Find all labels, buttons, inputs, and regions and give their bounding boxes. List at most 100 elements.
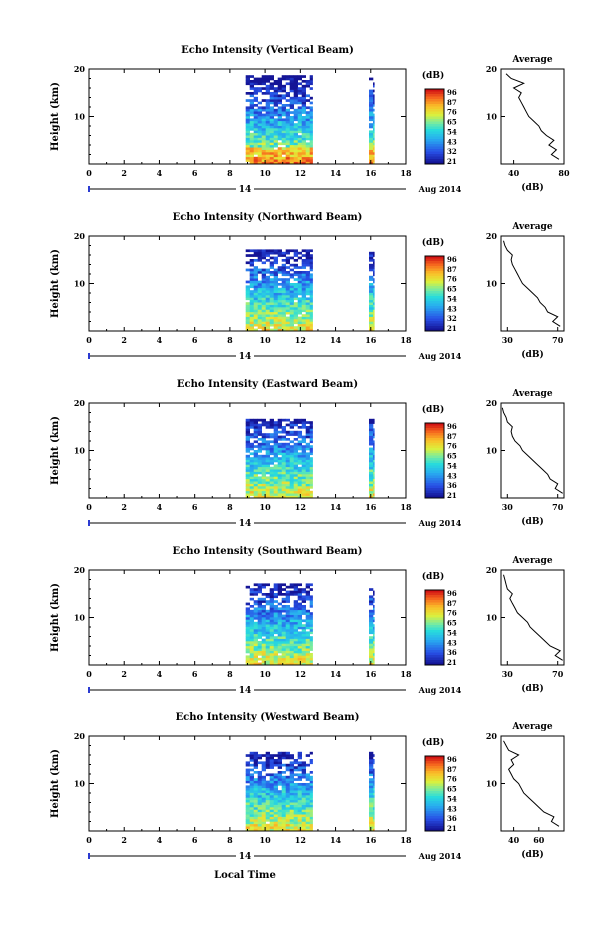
heatmap-cell: [277, 84, 282, 88]
heatmap-cell: [277, 819, 282, 822]
heatmap-cell: [277, 660, 282, 663]
heatmap-cell: [301, 132, 306, 136]
heatmap-cell: [253, 82, 258, 86]
heatmap-cell: [245, 304, 250, 308]
heatmap-cell: [369, 297, 374, 301]
heatmap-cell: [253, 754, 258, 757]
heatmap-cell: [293, 821, 298, 825]
heatmap-cell: [309, 106, 313, 110]
heatmap-cell: [261, 438, 266, 441]
heatmap-cell: [285, 481, 290, 484]
heatmap-cell: [249, 118, 254, 122]
heatmap-cell: [289, 488, 294, 492]
heatmap-cell: [265, 440, 270, 444]
heatmap-cell: [293, 454, 298, 458]
heatmap-cell: [373, 442, 375, 446]
heatmap-cell: [289, 459, 294, 463]
colorbar-tick-label: 76: [447, 609, 457, 618]
heatmap-cell: [269, 660, 274, 663]
heatmap-cell: [293, 486, 298, 489]
heatmap-cell: [309, 821, 313, 825]
colorbar-frame: [424, 255, 445, 332]
heatmap-cell: [305, 795, 310, 798]
heatmap-cell: [369, 101, 374, 105]
heatmap-cell: [265, 457, 270, 460]
heatmap-cell: [373, 802, 375, 805]
heatmap-cell: [305, 481, 310, 484]
heatmap-cell: [297, 756, 302, 760]
heatmap-cell: [253, 612, 258, 615]
heatmap-cell: [373, 421, 375, 424]
heatmap-cell: [245, 113, 250, 117]
heatmap-cell: [257, 457, 262, 460]
heatmap-cell: [273, 271, 278, 274]
heatmap-cell: [297, 624, 302, 627]
colorbar-segment: [425, 106, 444, 110]
heatmap-cell: [245, 464, 250, 468]
heatmap-cell: [273, 595, 278, 599]
heatmap-cell: [273, 80, 278, 83]
heatmap-cell: [261, 149, 266, 153]
heatmap-cell: [301, 612, 306, 615]
heatmap-cell: [301, 280, 306, 284]
heatmap-cell: [269, 280, 274, 284]
heatmap-cell: [253, 316, 258, 320]
heatmap-cell: [273, 297, 278, 301]
heatmap-cell: [293, 101, 298, 105]
heatmap-cell: [285, 648, 290, 651]
heatmap-cell: [373, 773, 375, 777]
heatmap-cell: [257, 314, 262, 317]
heatmap-cell: [309, 254, 313, 257]
heatmap-cell: [369, 650, 374, 654]
heatmap-cell: [289, 807, 294, 810]
heatmap-cell: [277, 590, 282, 594]
heatmap-cell: [297, 280, 302, 284]
heatmap-cell: [257, 466, 262, 470]
heatmap-cell: [289, 621, 294, 625]
heatmap-cell: [297, 418, 302, 422]
colorbar-tick-label: 76: [447, 275, 457, 284]
heatmap-cell: [309, 457, 313, 460]
heatmap-cell: [289, 593, 294, 596]
heatmap-cell: [261, 161, 266, 165]
heatmap-cell: [309, 426, 313, 429]
heatmap-cell: [285, 488, 290, 492]
heatmap-cell: [249, 645, 254, 649]
heatmap-cell: [249, 154, 254, 158]
y-axis-label: Height (km): [50, 249, 61, 318]
heatmap-cell: [369, 149, 374, 153]
heatmap-cell: [253, 593, 258, 596]
heatmap-cell: [273, 617, 278, 620]
heatmap-cell: [265, 773, 270, 777]
heatmap-cell: [261, 797, 266, 801]
heatmap-cell: [289, 655, 294, 659]
heatmap-cell: [285, 147, 290, 150]
heatmap-cell: [297, 621, 302, 625]
heatmap-cell: [257, 495, 262, 499]
heatmap-cell: [293, 607, 298, 611]
heatmap-cell: [245, 780, 250, 784]
heatmap-cell: [293, 459, 298, 463]
heatmap-cell: [297, 478, 302, 482]
heatmap-cell: [373, 268, 375, 272]
heatmap-cell: [249, 297, 254, 301]
heatmap-cell: [265, 807, 270, 810]
heatmap-cell: [261, 792, 266, 796]
heatmap-cell: [309, 154, 313, 158]
x-tick-label: 0: [86, 335, 92, 345]
heatmap-cell: [265, 297, 270, 301]
colorbar-segment: [425, 440, 444, 444]
heatmap-cell: [297, 106, 302, 110]
heatmap-cell: [273, 759, 278, 762]
heatmap-cell: [273, 457, 278, 460]
colorbar-segment: [425, 458, 444, 461]
heatmap-cell: [293, 80, 298, 83]
heatmap-cell: [257, 614, 262, 618]
colorbar-segment: [425, 625, 444, 628]
heatmap-cell: [369, 488, 374, 492]
heatmap-cell: [269, 423, 274, 427]
colorbar-tick-label: 87: [447, 599, 457, 608]
heatmap-cell: [373, 440, 375, 444]
panel-title: Echo Intensity (Eastward Beam): [177, 379, 358, 390]
heatmap-cell: [293, 802, 298, 805]
